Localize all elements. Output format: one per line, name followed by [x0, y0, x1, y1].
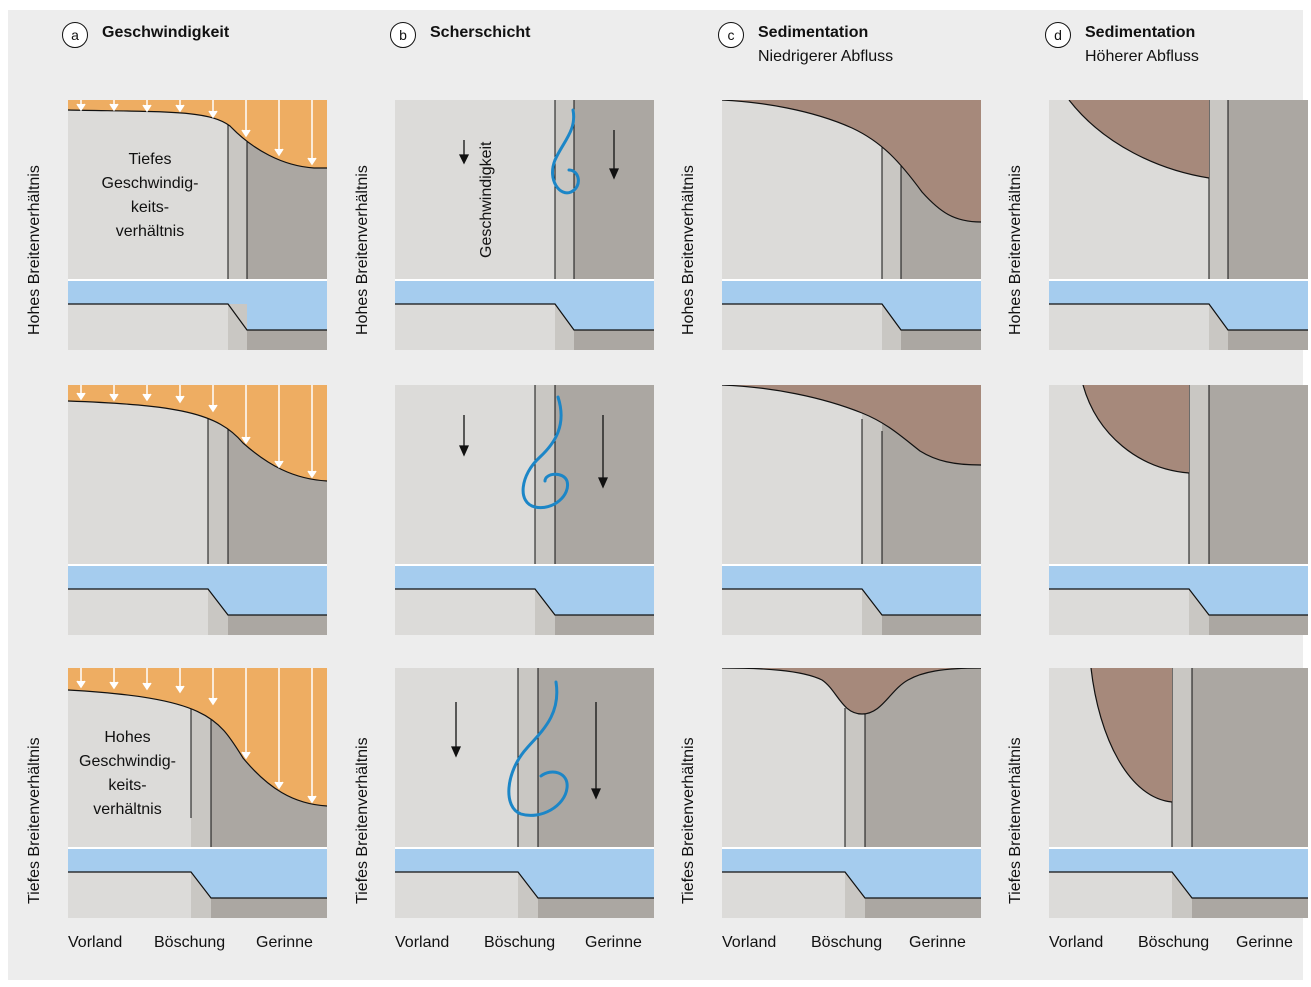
- column-letter-b: b: [390, 22, 416, 48]
- row-label-low-b: Tiefes Breitenverhältnis: [354, 737, 371, 904]
- column-subtitle-d: Höherer Abfluss: [1085, 48, 1199, 65]
- low-velocity-ratio-line4: verhältnis: [115, 223, 185, 240]
- row-label-low-a: Tiefes Breitenverhältnis: [26, 737, 43, 904]
- panel-d-row1: [1049, 100, 1308, 350]
- axis-label-vorland-d: Vorland: [1049, 934, 1104, 951]
- axis-label-vorland-c: Vorland: [722, 934, 777, 951]
- panel-c-row1: [722, 100, 981, 350]
- column-title-c: Sedimentation: [758, 24, 869, 41]
- axis-label-boeschung-c: Böschung: [811, 934, 883, 951]
- panel-b-row2: [395, 385, 654, 635]
- axis-label-vorland-a: Vorland: [68, 934, 123, 951]
- axis-label-gerinne-b: Gerinne: [585, 934, 642, 951]
- panel-b-row1: [395, 100, 654, 350]
- axis-label-boeschung-a: Böschung: [154, 934, 226, 951]
- axis-label-vorland-b: Vorland: [395, 934, 450, 951]
- panel-b-row3: [395, 668, 654, 918]
- high-velocity-ratio-line2: Geschwindig-: [79, 753, 176, 770]
- row-label-high-d: Hohes Breitenverhältnis: [1007, 165, 1024, 335]
- low-velocity-ratio-label: Tiefes Geschwindig- keits- verhältnis: [80, 148, 220, 244]
- row-label-low-c: Tiefes Breitenverhältnis: [680, 737, 697, 904]
- row-label-high-b: Hohes Breitenverhältnis: [354, 165, 371, 335]
- row-label-high-a: Hohes Breitenverhältnis: [26, 165, 43, 335]
- column-letter-a: a: [62, 22, 88, 48]
- high-velocity-ratio-label: Hohes Geschwindig- keits- verhältnis: [60, 726, 195, 822]
- high-velocity-ratio-line4: verhältnis: [93, 801, 162, 818]
- column-subtitle-c: Niedrigerer Abfluss: [758, 48, 894, 65]
- column-title-b: Scherschicht: [430, 24, 531, 41]
- column-title-d: Sedimentation: [1085, 24, 1196, 41]
- axis-label-gerinne-d: Gerinne: [1236, 934, 1293, 951]
- axis-label-gerinne-a: Gerinne: [256, 934, 313, 951]
- panel-a-row3: [68, 668, 327, 918]
- low-velocity-ratio-line1: Tiefes: [128, 151, 172, 168]
- panel-d-row3: [1049, 668, 1308, 918]
- high-velocity-ratio-line3: keits-: [108, 777, 147, 794]
- row-label-high-c: Hohes Breitenverhältnis: [680, 165, 697, 335]
- panel-a-row1: [68, 100, 327, 350]
- panel-c-row3: [722, 668, 981, 918]
- column-letter-c: c: [718, 22, 744, 48]
- axis-label-boeschung-d: Böschung: [1138, 934, 1210, 951]
- axis-label-boeschung-b: Böschung: [484, 934, 556, 951]
- column-letter-d: d: [1045, 22, 1071, 48]
- high-velocity-ratio-line1: Hohes: [104, 729, 151, 746]
- column-title-a: Geschwindigkeit: [102, 24, 230, 41]
- panel-c-row2: [722, 385, 981, 635]
- low-velocity-ratio-line2: Geschwindig-: [101, 175, 199, 192]
- axis-label-gerinne-c: Gerinne: [909, 934, 966, 951]
- velocity-axis-label: Geschwindigkeit: [478, 141, 495, 259]
- row-label-low-d: Tiefes Breitenverhältnis: [1007, 737, 1024, 904]
- low-velocity-ratio-line3: keits-: [130, 199, 170, 216]
- panel-d-row2: [1049, 385, 1308, 635]
- panel-a-row2: [68, 385, 327, 635]
